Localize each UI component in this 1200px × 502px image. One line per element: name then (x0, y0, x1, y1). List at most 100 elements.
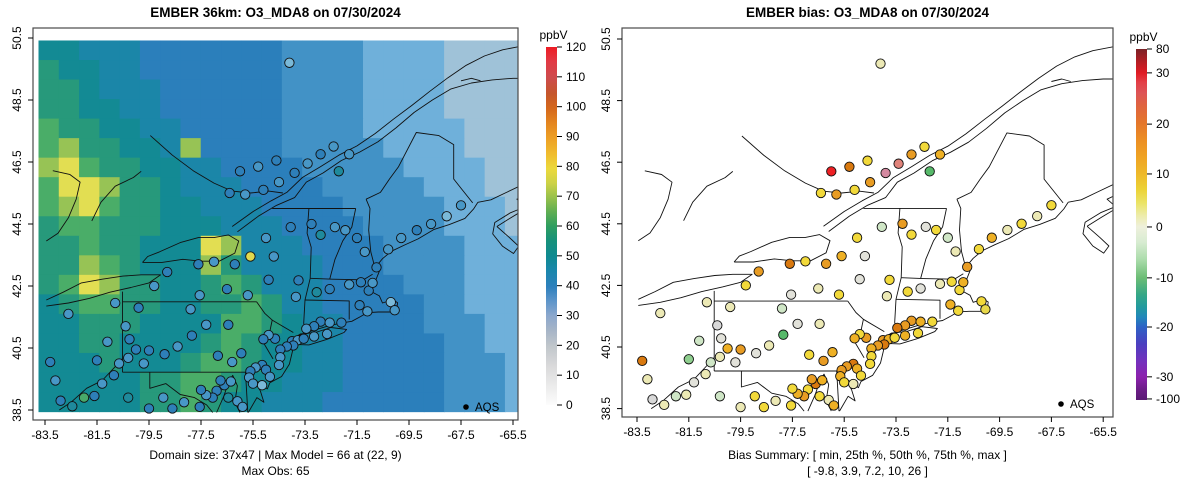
station-dot (927, 316, 938, 327)
x-tick-label: -69.5 (395, 428, 423, 442)
x-tick-label: -77.5 (779, 425, 807, 439)
station-dot (208, 256, 220, 267)
station-dot (722, 343, 733, 354)
station-dot (920, 221, 931, 233)
colorbar-tick-label: -100 (1156, 392, 1180, 406)
x-tick-label: -75.5 (831, 425, 859, 439)
station-dot (308, 331, 320, 342)
station-dot (1016, 218, 1027, 229)
station-dot (851, 232, 863, 243)
station-dot (930, 224, 942, 236)
station-dot (50, 375, 61, 386)
y-tick-label: 48.5 (10, 88, 24, 112)
station-dot (113, 358, 125, 369)
aqs-station-dots (45, 57, 467, 414)
colorbar-tick-label: 20 (1156, 117, 1170, 131)
station-dot (902, 286, 913, 297)
station-dot (321, 328, 333, 340)
x-tick-label: -81.5 (83, 428, 111, 442)
station-dot (195, 384, 207, 396)
station-dot (875, 58, 886, 69)
station-dot (212, 350, 224, 361)
station-dot (120, 321, 131, 332)
station-dot (763, 340, 775, 351)
station-dot (354, 300, 365, 311)
station-dot (942, 232, 953, 243)
station-dot (351, 232, 363, 244)
station-dot (681, 389, 692, 400)
station-dot (980, 304, 991, 315)
station-dot (892, 322, 903, 334)
station-dot (893, 158, 904, 169)
station-dot (315, 229, 326, 241)
station-dot (899, 330, 911, 341)
y-tick-label: 46.5 (10, 150, 24, 174)
colorbar-tick-label: -30 (1156, 370, 1174, 384)
station-dot (333, 166, 344, 177)
station-dot (298, 333, 309, 344)
y-tick-label: 50.5 (599, 27, 613, 51)
map-outlines (46, 46, 518, 413)
station-dot (162, 266, 173, 278)
station-dot (237, 401, 248, 413)
x-tick-label: -67.5 (447, 428, 475, 442)
station-dot (1032, 210, 1043, 222)
x-tick-label: -71.5 (343, 428, 371, 442)
station-dot (273, 359, 285, 371)
station-dot (758, 401, 770, 413)
x-tick-label: -83.5 (31, 428, 59, 442)
station-dot (45, 356, 56, 368)
station-dot (915, 283, 926, 294)
station-dot (839, 377, 850, 388)
colorbar-tick-label: -20 (1156, 320, 1174, 334)
station-dot (862, 155, 873, 166)
station-dot (688, 377, 700, 388)
svg-text:AQS: AQS (1070, 399, 1095, 411)
station-dot (814, 318, 825, 330)
x-tick-label: -73.5 (882, 425, 910, 439)
station-dot (785, 289, 797, 300)
station-dot (367, 277, 378, 289)
colorbar-tick-label: 50 (566, 249, 580, 263)
station-dot (815, 187, 827, 199)
station-dot (324, 283, 335, 295)
station-dot (328, 141, 339, 152)
colorbar-tick-label: -10 (1156, 271, 1174, 285)
y-tick-label: 48.5 (599, 89, 613, 113)
station-dot (1002, 224, 1013, 236)
x-tick-label: -73.5 (291, 428, 319, 442)
model-raster (38, 40, 518, 413)
station-dot (271, 155, 282, 166)
station-dot (828, 400, 839, 411)
station-dot (973, 243, 985, 255)
station-dot (831, 189, 842, 200)
station-dot (655, 307, 666, 319)
x-tick-label: -71.5 (934, 425, 962, 439)
station-dot (800, 256, 811, 267)
station-dot (776, 303, 788, 314)
station-dot (256, 380, 268, 391)
colorbar-tick-label: 10 (1156, 167, 1170, 181)
station-dot (735, 401, 746, 413)
station-dot (683, 354, 694, 365)
aqs-station-dots (637, 58, 1057, 413)
station-dot (818, 355, 829, 367)
station-dot (234, 166, 246, 177)
station-dot (263, 274, 274, 285)
station-dot (285, 221, 296, 233)
station-dot (143, 345, 155, 356)
station-dot (735, 344, 746, 355)
right-aqs-legend: AQS (1058, 399, 1095, 411)
y-tick-label: 44.5 (10, 212, 24, 236)
station-dot (245, 251, 256, 262)
station-dot (293, 275, 304, 286)
station-dot (855, 370, 867, 381)
station-dot (143, 403, 155, 414)
station-dot (385, 296, 396, 308)
colorbar-tick-label: 30 (1156, 66, 1170, 80)
station-dot (302, 158, 313, 169)
station-dot (705, 357, 716, 368)
y-tick-label: 40.5 (599, 335, 613, 359)
left-aqs-legend: AQS (463, 402, 500, 414)
